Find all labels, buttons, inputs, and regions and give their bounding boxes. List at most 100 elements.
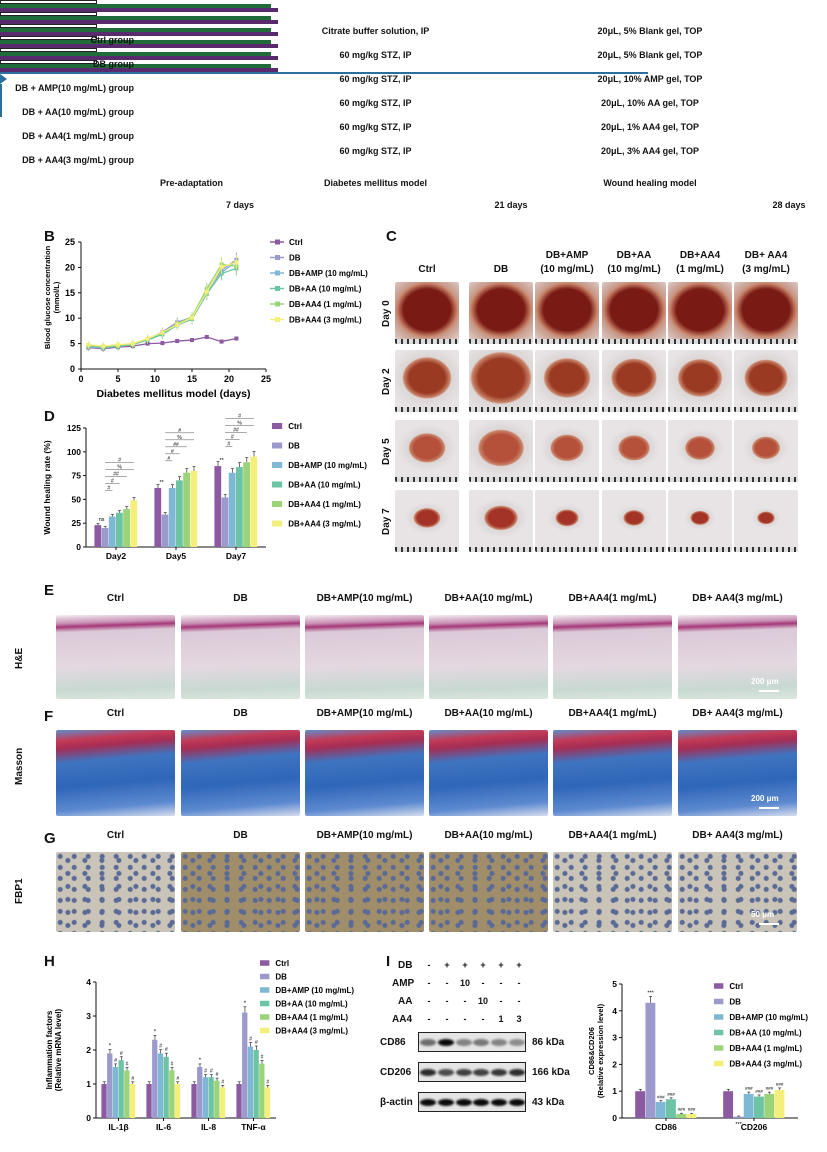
- bar: [94, 525, 102, 547]
- wound-photo: [535, 490, 599, 552]
- legend-swatch: [272, 423, 283, 429]
- y-tick-label: 1: [86, 1079, 91, 1089]
- treatment-value: -: [445, 996, 449, 1006]
- bar: [250, 456, 258, 547]
- wound-photo: [535, 350, 599, 412]
- histo-col-title: Ctrl: [106, 708, 125, 719]
- legend-label: DB+AA (10 mg/mL): [729, 1029, 802, 1038]
- bar: [123, 508, 130, 547]
- bar: [197, 1067, 203, 1118]
- wound-photo-grid: Ctrl DB DB+AMP (10 mg/mL) DB+AA (10 mg/mL) DB+…: [380, 240, 827, 560]
- histo-col-title: DB: [233, 708, 248, 719]
- panel-letter-f: F: [44, 708, 54, 725]
- masson-image: [553, 730, 672, 816]
- stz-bar: [0, 52, 271, 56]
- sig-hash: #: [114, 1058, 117, 1064]
- panel-letter-b: B: [44, 228, 55, 245]
- sig-label: #: [227, 442, 230, 448]
- legend-swatch: [260, 960, 270, 966]
- sig-hash: #: [255, 1040, 258, 1046]
- photo-row-label: Day 2: [381, 368, 392, 395]
- bar: [723, 1091, 734, 1118]
- x-tick-label: CD206: [741, 1122, 768, 1132]
- y-tick-label: 25: [72, 518, 82, 528]
- wound-photo: [395, 420, 459, 482]
- legend-label: DB: [729, 998, 741, 1007]
- panel-letter-d: D: [44, 408, 55, 425]
- bar: [116, 512, 123, 547]
- blot-band: [509, 1039, 525, 1046]
- photo-col-subtitle: (10 mg/mL): [540, 264, 594, 275]
- photo-col-title: Ctrl: [418, 264, 436, 275]
- sig-star: ***: [735, 1122, 742, 1128]
- bar: [264, 1087, 271, 1118]
- bar: [214, 466, 222, 547]
- blot-label: β-actin: [380, 1097, 413, 1108]
- stz-bar: [0, 40, 271, 44]
- bar: [154, 487, 162, 547]
- timeline-arrow-icon: [0, 73, 7, 84]
- y-tick-label: 20: [65, 262, 75, 272]
- ruler: [602, 407, 666, 412]
- panel-letter-c: C: [386, 228, 397, 245]
- bar: [108, 516, 116, 547]
- histo-col-title: DB+ AA4(3 mg/mL): [692, 708, 783, 719]
- data-point: [219, 339, 224, 344]
- y-axis-label: Inflammation factors(Relative mRNA level…: [45, 1008, 63, 1091]
- masson-image: [429, 730, 548, 816]
- sig-hash: #: [165, 1047, 168, 1053]
- wound-photo: [602, 490, 666, 552]
- legend-label: DB+AA4 (3 mg/mL): [288, 520, 361, 529]
- x-tick-label: Day5: [166, 551, 187, 561]
- sig-label: %: [177, 435, 182, 441]
- legend-swatch: [272, 481, 283, 488]
- ruler: [668, 407, 732, 412]
- histo-col-title: DB+AA4(1 mg/mL): [568, 708, 657, 719]
- legend-swatch: [272, 501, 283, 507]
- bar: [733, 1116, 744, 1118]
- pre-bar: [0, 12, 97, 16]
- legend-swatch: [260, 1014, 270, 1020]
- sig-hash: #: [171, 1061, 174, 1067]
- treatment-value: -: [445, 1014, 449, 1024]
- bar: [676, 1113, 687, 1118]
- photo-col-subtitle: (3 mg/mL): [742, 264, 790, 275]
- y-tick-label: 0: [70, 364, 75, 374]
- treatment-value: -: [427, 978, 431, 988]
- data-point: [234, 336, 239, 341]
- sig-hash: #: [261, 1054, 264, 1060]
- photo-col-title: DB+AA4: [679, 250, 721, 261]
- y-tick-label: 75: [72, 471, 82, 481]
- sig-hash: #: [159, 1044, 162, 1050]
- x-tick-label: 15: [187, 374, 197, 384]
- x-tick-label: 5: [115, 374, 120, 384]
- x-tick-label: 25: [261, 374, 271, 384]
- x-tick-label: IL-8: [201, 1122, 216, 1132]
- bar: [219, 1087, 226, 1118]
- histo-col-title: DB+AMP(10 mg/mL): [316, 593, 413, 604]
- legend-label: Ctrl: [288, 422, 302, 431]
- ruler: [602, 339, 666, 344]
- sig-label: #: [111, 478, 114, 484]
- x-tick-label: 10: [150, 374, 160, 384]
- ruler: [395, 477, 459, 482]
- y-tick-label: 2: [612, 1059, 617, 1069]
- fbp1-image: [429, 852, 548, 932]
- masson-image: [678, 730, 797, 816]
- blot-band: [437, 1069, 454, 1076]
- bar: [228, 472, 236, 547]
- he-image: [553, 615, 672, 699]
- he-image: [56, 615, 175, 699]
- sig-label: #: [107, 485, 110, 491]
- scale-bar: [759, 923, 779, 925]
- scale-bar: [759, 807, 779, 809]
- bar: [176, 480, 183, 547]
- data-point: [130, 341, 135, 346]
- western-blot: DB - + + + + + AMP - -10- - - AA - - -10- - AA4- - - -1 3 CD86…: [380, 952, 590, 1150]
- gel-bar: [0, 44, 278, 48]
- y-tick-label: 10: [65, 313, 75, 323]
- legend-swatch: [714, 983, 724, 989]
- gel-bar: [0, 56, 278, 60]
- treatment-value: 10: [477, 996, 489, 1006]
- blot-band: [491, 1099, 508, 1106]
